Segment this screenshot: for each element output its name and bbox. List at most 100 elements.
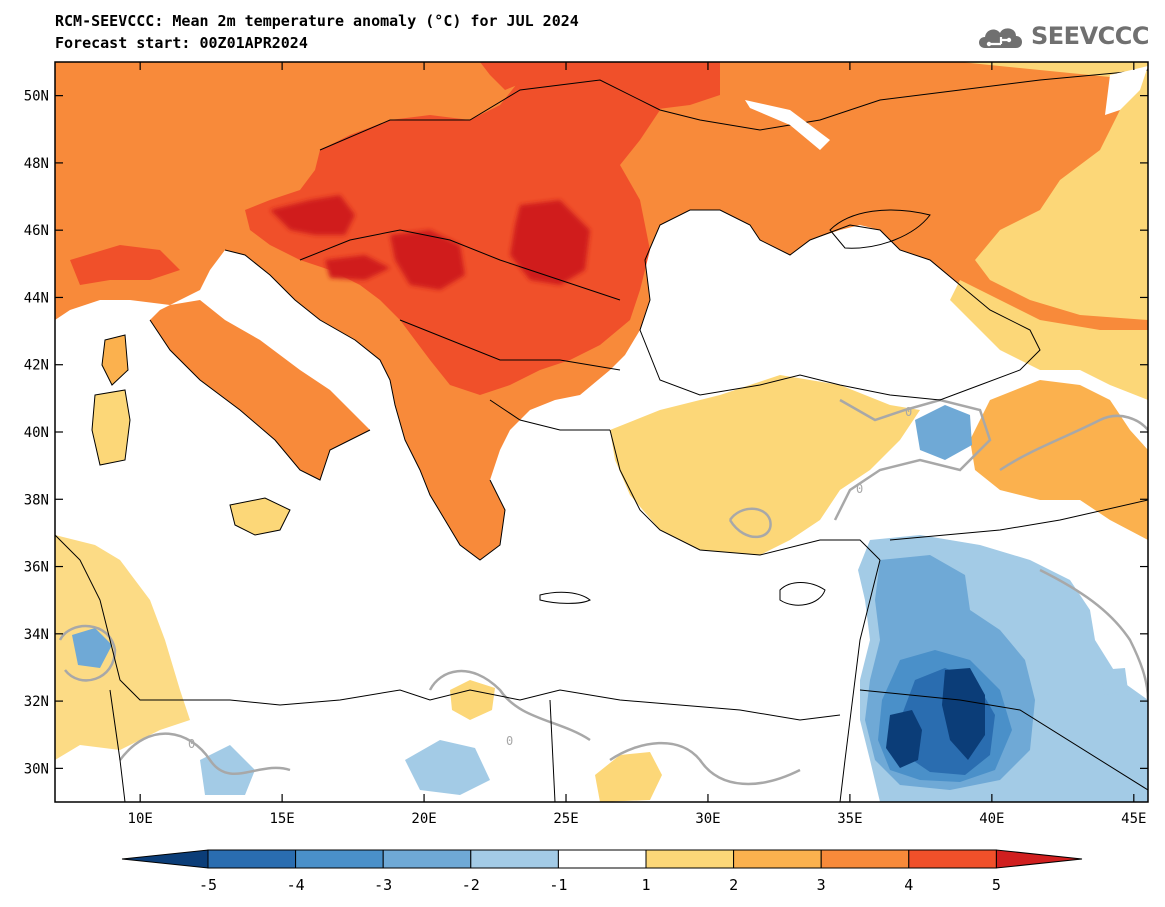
anomaly-region-egypt [595,752,662,802]
coast-crimea [829,209,931,249]
colorbar-label: 2 [729,876,738,894]
lon-tick-label: 25E [553,811,578,827]
lat-tick-label: 34N [24,627,49,643]
anomaly-region-serbia-core [390,230,465,290]
colorbar-label: -1 [549,876,567,894]
colorbar-arrow-left [121,849,209,869]
contour-anatolia [833,398,992,521]
map-area: 0 0 0 0 [55,62,1148,802]
border-balkans [299,229,621,301]
lon-tick-label: 30E [695,811,720,827]
coast-black-sea [639,209,1041,401]
lat-tick-label: 32N [24,694,49,710]
river-dnieper [745,100,830,150]
colorbar-box [733,849,822,869]
lon-tick-label: 20E [411,811,436,827]
lat-tick-label: 40N [24,425,49,441]
anomaly-region-ukraine-west [480,62,720,110]
lon-tick-label: 45E [1121,811,1146,827]
anomaly-region-levant-minus5-b [942,668,985,760]
colorbar-box [645,849,735,869]
seevccc-logo: SEEVCCC [975,20,1150,52]
lat-tick-label: 38N [24,492,49,508]
coast-sicily [229,497,291,536]
lat-tick-label: 50N [24,89,49,105]
anomaly-region-italy-north [70,245,180,285]
border-greece-turkey [489,399,610,431]
anomaly-region-tunisia-minus1 [72,628,112,668]
coast-levant [839,559,881,802]
colorbar-label: 3 [817,876,826,894]
lon-tick-label: 35E [837,811,862,827]
anomaly-region-sicily [230,498,290,535]
colorbar-label: -3 [374,876,392,894]
colorbar-label: -2 [462,876,480,894]
lat-tick-label: 44N [24,290,49,306]
contour-cyrenaica [428,670,591,742]
lon-tick-label: 40E [979,811,1004,827]
anomaly-region-sardinia [92,390,130,465]
colorbar-label: 5 [992,876,1001,894]
contour-label: 0 [905,405,912,419]
anomaly-region-north-africa [55,535,190,760]
border-north [319,69,1148,151]
coast-corsica [101,334,129,386]
zero-contours [58,398,1148,786]
colorbar-box [470,849,559,869]
coast-sardinia [91,389,131,466]
colorbar-label: 4 [904,876,913,894]
border-libya-egypt [549,699,556,802]
anomaly-region-romania-core [510,200,590,285]
colorbar-box [295,849,384,869]
colorbar-box [382,849,472,869]
contour-label: 0 [188,737,195,751]
contour-caucasus [999,414,1148,472]
coast-adriatic [224,249,506,561]
border-tunisia-libya [109,689,126,802]
latitude-axis: 30N 32N 34N 36N 38N 40N 42N 44N 46N 48N 50N [24,89,1148,777]
lon-tick-label: 10E [128,811,153,827]
coast-cyprus [779,582,826,606]
contour-loop-turkey [728,507,772,539]
anomaly-region-caucasus [970,380,1148,540]
lat-tick-label: 42N [24,358,49,374]
anomaly-region-caucasus-north [950,280,1148,400]
longitude-axis: 10E 15E 20E 25E 30E 35E 40E 45E [128,62,1146,827]
colorbar-arrow-right [995,849,1083,869]
colorbar-legend: -5 -4 -3 -2 -1 1 2 3 4 5 [121,849,1083,894]
borders [55,69,1148,802]
border-turkey-syria [889,499,1148,541]
lat-tick-label: 48N [24,156,49,172]
contour-tunisia [58,624,117,682]
contour-iraq [1039,568,1148,701]
contour-libya [119,732,291,775]
lon-tick-label: 15E [269,811,294,827]
contour-label: 0 [506,734,513,748]
lat-tick-label: 36N [24,560,49,576]
anomaly-region-pannonian [245,70,660,395]
anomaly-region-levant-minus5-a [886,710,922,768]
coast-turkey-south [609,429,881,561]
forecast-start: Forecast start: 00Z01APR2024 [55,34,308,52]
anomaly-region-iraq-minus1 [1100,668,1128,695]
coast-crete [539,591,591,604]
cloud-icon [979,28,1022,48]
colorbar-box [908,849,997,869]
anomaly-region-syria-minus1 [915,405,972,460]
anomaly-region-anatolia [610,375,920,555]
colorbar-box [820,849,910,869]
map-title: RCM-SEEVCCC: Mean 2m temperature anomaly… [55,12,579,30]
anomaly-region-croatia-core [325,255,390,280]
logo-text: SEEVCCC [1031,22,1150,50]
anomaly-region-east-ukraine [960,62,1148,320]
anomaly-region-cyrenaica-minus1 [405,740,490,795]
colorbar-box [557,849,647,869]
contour-label: 0 [856,482,863,496]
lat-tick-label: 30N [24,761,49,777]
colorbar-label: -4 [287,876,305,894]
river-east [1105,66,1148,115]
contour-egypt [609,741,801,786]
coast-italy [149,319,371,481]
anomaly-region-hungary-core [270,195,355,235]
